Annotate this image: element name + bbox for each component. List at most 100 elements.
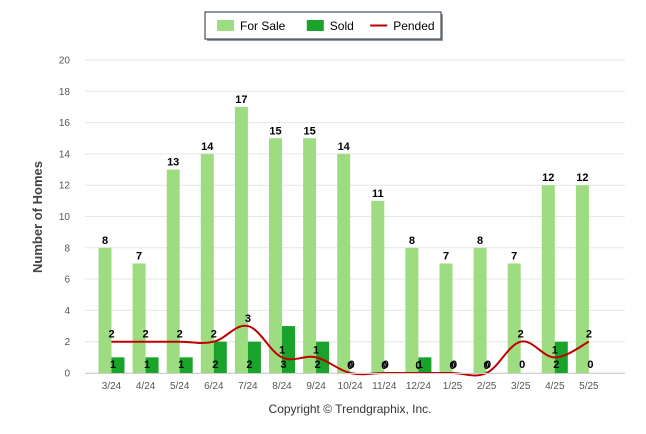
label-pended-9-24: 1 xyxy=(313,344,319,356)
y-tick-label-20: 20 xyxy=(59,56,71,67)
label-for-sale-4-24: 7 xyxy=(136,250,142,262)
y-tick-label-14: 14 xyxy=(59,149,71,160)
label-for-sale-1-25: 7 xyxy=(443,250,449,262)
bar-sold-8-24 xyxy=(282,326,295,373)
bar-sold-6-24 xyxy=(213,341,227,373)
bar-for-sale-5-25 xyxy=(575,185,589,373)
label-for-sale-8-24: 15 xyxy=(269,125,281,137)
bar-for-sale-9-24 xyxy=(303,138,317,373)
label-for-sale-11-24: 11 xyxy=(372,188,384,200)
bar-sold-7-24 xyxy=(247,341,261,373)
label-sold-4-25: 2 xyxy=(553,359,559,371)
label-for-sale-12-24: 8 xyxy=(409,235,415,247)
bar-for-sale-3-24 xyxy=(98,247,112,373)
y-tick-label-2: 2 xyxy=(64,337,70,348)
x-tick-label-4-25: 4/25 xyxy=(545,381,565,392)
legend-label-pended: Pended xyxy=(393,19,434,33)
legend-label-for-sale: For Sale xyxy=(240,19,286,33)
label-pended-11-24: 0 xyxy=(381,360,387,372)
data-labels: 8127121312142217231531152114001100810700… xyxy=(102,94,594,372)
label-pended-4-25: 1 xyxy=(552,344,558,356)
y-tick-label-10: 10 xyxy=(59,212,71,223)
y-axis-title: Number of Homes xyxy=(30,161,45,273)
label-pended-6-24: 2 xyxy=(211,329,217,341)
bar-for-sale-4-24 xyxy=(132,263,146,373)
label-pended-4-24: 2 xyxy=(143,329,149,341)
bar-for-sale-7-24 xyxy=(234,106,248,373)
x-tick-label-10-24: 10/24 xyxy=(338,381,363,392)
x-tick-label-2-25: 2/25 xyxy=(477,381,497,392)
bar-for-sale-1-25 xyxy=(439,263,453,373)
bar-sold-4-25 xyxy=(554,341,568,373)
x-tick-label-6-24: 6/24 xyxy=(204,381,224,392)
label-for-sale-7-24: 17 xyxy=(235,94,247,106)
label-pended-7-24: 3 xyxy=(245,313,251,325)
label-sold-8-24: 3 xyxy=(280,359,286,371)
label-pended-3-24: 2 xyxy=(108,329,114,341)
label-pended-5-24: 2 xyxy=(177,329,183,341)
bar-sold-5-24 xyxy=(179,357,193,373)
label-sold-3-24: 1 xyxy=(110,359,116,371)
bar-for-sale-12-24 xyxy=(405,247,419,373)
y-tick-label-4: 4 xyxy=(64,306,70,317)
label-sold-11-24: 0 xyxy=(383,359,389,371)
label-pended-10-24: 0 xyxy=(347,360,353,372)
x-tick-label-1-25: 1/25 xyxy=(443,381,463,392)
legend: For Sale Sold Pended xyxy=(204,11,443,41)
label-sold-5-25: 0 xyxy=(587,359,593,371)
x-tick-label-3-25: 3/25 xyxy=(511,381,531,392)
label-sold-12-24: 1 xyxy=(417,359,423,371)
bar-for-sale-2-25 xyxy=(473,247,487,373)
bar-for-sale-4-25 xyxy=(541,185,555,373)
y-tick-label-16: 16 xyxy=(59,118,71,129)
label-pended-5-25: 2 xyxy=(586,329,592,341)
label-sold-6-24: 2 xyxy=(212,359,218,371)
label-sold-2-25: 0 xyxy=(485,359,491,371)
x-tick-label-7-24: 7/24 xyxy=(238,381,258,392)
legend-swatch-sold xyxy=(306,20,324,31)
label-sold-10-24: 0 xyxy=(349,359,355,371)
x-tick-label-11-24: 11/24 xyxy=(372,381,397,392)
legend-label-sold: Sold xyxy=(330,19,354,33)
label-for-sale-6-24: 14 xyxy=(201,141,214,153)
x-tick-label-3-24: 3/24 xyxy=(102,381,122,392)
x-tick-label-12-24: 12/24 xyxy=(406,381,431,392)
label-for-sale-5-24: 13 xyxy=(167,157,179,169)
label-for-sale-4-25: 12 xyxy=(542,172,554,184)
label-pended-8-24: 1 xyxy=(279,344,285,356)
y-tick-label-0: 0 xyxy=(64,369,70,380)
bar-sold-4-24 xyxy=(145,357,159,373)
label-pended-1-25: 0 xyxy=(449,360,455,372)
label-for-sale-3-25: 7 xyxy=(511,250,517,262)
bar-for-sale-10-24 xyxy=(337,153,351,373)
label-sold-9-24: 2 xyxy=(315,359,321,371)
label-for-sale-9-24: 15 xyxy=(303,125,315,137)
bar-sold-9-24 xyxy=(316,341,330,373)
x-tick-label-8-24: 8/24 xyxy=(272,381,292,392)
x-tick-label-5-24: 5/24 xyxy=(170,381,190,392)
label-for-sale-2-25: 8 xyxy=(477,235,483,247)
x-tick-label-4-24: 4/24 xyxy=(136,381,156,392)
label-for-sale-3-24: 8 xyxy=(102,235,108,247)
label-sold-4-24: 1 xyxy=(144,359,150,371)
y-tick-label-12: 12 xyxy=(59,181,71,192)
label-sold-3-25: 0 xyxy=(519,359,525,371)
label-for-sale-5-25: 12 xyxy=(576,172,588,184)
bar-for-sale-5-24 xyxy=(166,169,180,373)
copyright-footer: Copyright © Trendgraphix, Inc. xyxy=(269,402,432,416)
bar-sold-12-24 xyxy=(418,357,432,373)
bar-for-sale-6-24 xyxy=(200,153,214,373)
bar-for-sale-8-24 xyxy=(269,138,282,373)
bar-sold-3-24 xyxy=(111,357,125,373)
y-tick-label-8: 8 xyxy=(64,243,70,254)
x-tick-label-9-24: 9/24 xyxy=(306,381,326,392)
label-pended-12-24: 0 xyxy=(415,360,421,372)
label-pended-2-25: 0 xyxy=(484,360,490,372)
label-for-sale-10-24: 14 xyxy=(338,141,351,153)
bar-for-sale-11-24 xyxy=(371,200,385,373)
label-sold-7-24: 2 xyxy=(246,359,252,371)
y-tick-label-6: 6 xyxy=(64,275,70,286)
